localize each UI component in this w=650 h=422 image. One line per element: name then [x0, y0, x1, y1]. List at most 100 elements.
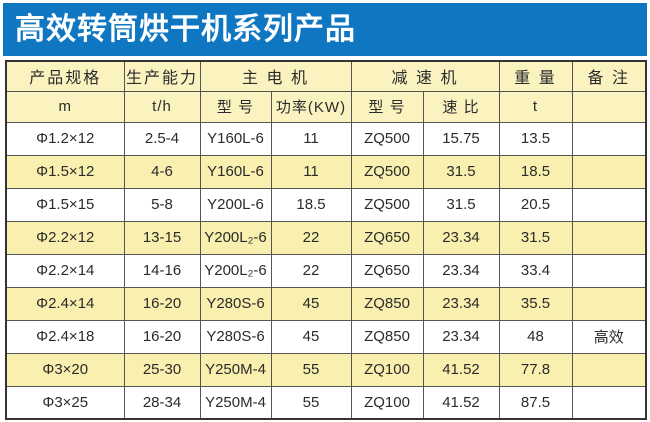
- cell-power: 55: [270, 385, 352, 420]
- cell-motor-model: Y250M-4: [199, 352, 272, 387]
- cell-ratio: 41.52: [422, 385, 500, 420]
- cell-weight: 33.4: [498, 253, 573, 288]
- cell-ratio: 23.34: [422, 220, 500, 255]
- cell-remark: [571, 220, 647, 255]
- subheader-weight-unit: t: [498, 90, 573, 123]
- cell-spec: Φ1.5×15: [5, 187, 125, 222]
- subheader-motor-model: 型 号: [199, 90, 272, 123]
- cell-motor-model: Y160L-6: [199, 154, 272, 189]
- cell-reducer-model: ZQ100: [350, 352, 424, 387]
- cell-capacity: 13-15: [123, 220, 201, 255]
- header-weight: 重 量: [498, 60, 573, 92]
- cell-capacity: 16-20: [123, 319, 201, 354]
- cell-remark: [571, 286, 647, 321]
- cell-power: 22: [270, 253, 352, 288]
- cell-spec: Φ2.2×14: [5, 253, 125, 288]
- cell-weight: 20.5: [498, 187, 573, 222]
- cell-spec: Φ1.5×12: [5, 154, 125, 189]
- cell-motor-model: Y250M-4: [199, 385, 272, 420]
- cell-motor-model: Y200L₂-6: [199, 220, 272, 255]
- subheader-spec-unit: m: [5, 90, 125, 123]
- cell-reducer-model: ZQ100: [350, 385, 424, 420]
- cell-weight: 77.8: [498, 352, 573, 387]
- cell-power: 22: [270, 220, 352, 255]
- cell-remark: [571, 154, 647, 189]
- cell-reducer-model: ZQ650: [350, 220, 424, 255]
- cell-reducer-model: ZQ850: [350, 286, 424, 321]
- cell-remark: [571, 187, 647, 222]
- cell-ratio: 41.52: [422, 352, 500, 387]
- cell-remark: 高效: [571, 319, 647, 354]
- cell-ratio: 23.34: [422, 319, 500, 354]
- table-row: Φ3×20 25-30 Y250M-4 55 ZQ100 41.52 77.8: [5, 352, 647, 387]
- table-row: Φ1.5×15 5-8 Y200L-6 18.5 ZQ500 31.5 20.5: [5, 187, 647, 222]
- cell-weight: 13.5: [498, 121, 573, 156]
- cell-motor-model: Y280S-6: [199, 286, 272, 321]
- cell-weight: 35.5: [498, 286, 573, 321]
- cell-reducer-model: ZQ500: [350, 187, 424, 222]
- cell-motor-model: Y200L₂-6: [199, 253, 272, 288]
- product-spec-table: 产品规格 生产能力 主 电 机 减 速 机 重 量 备 注 m t/h 型 号 …: [5, 60, 647, 420]
- cell-spec: Φ2.4×18: [5, 319, 125, 354]
- cell-weight: 18.5: [498, 154, 573, 189]
- cell-capacity: 25-30: [123, 352, 201, 387]
- cell-spec: Φ3×20: [5, 352, 125, 387]
- cell-reducer-model: ZQ500: [350, 154, 424, 189]
- cell-ratio: 15.75: [422, 121, 500, 156]
- cell-power: 18.5: [270, 187, 352, 222]
- table-row: Φ1.5×12 4-6 Y160L-6 11 ZQ500 31.5 18.5: [5, 154, 647, 189]
- subheader-motor-power: 功率(KW): [270, 90, 352, 123]
- cell-ratio: 31.5: [422, 187, 500, 222]
- table-row: Φ2.4×18 16-20 Y280S-6 45 ZQ850 23.34 48 …: [5, 319, 647, 354]
- cell-motor-model: Y280S-6: [199, 319, 272, 354]
- table-row: Φ2.2×14 14-16 Y200L₂-6 22 ZQ650 23.34 33…: [5, 253, 647, 288]
- cell-ratio: 23.34: [422, 286, 500, 321]
- cell-capacity: 28-34: [123, 385, 201, 420]
- cell-power: 55: [270, 352, 352, 387]
- cell-remark: [571, 253, 647, 288]
- cell-capacity: 14-16: [123, 253, 201, 288]
- cell-remark: [571, 352, 647, 387]
- header-reducer: 减 速 机: [350, 60, 500, 92]
- cell-power: 11: [270, 154, 352, 189]
- table-row: Φ1.2×12 2.5-4 Y160L-6 11 ZQ500 15.75 13.…: [5, 121, 647, 156]
- cell-power: 11: [270, 121, 352, 156]
- cell-spec: Φ2.4×14: [5, 286, 125, 321]
- table-row: Φ2.2×12 13-15 Y200L₂-6 22 ZQ650 23.34 31…: [5, 220, 647, 255]
- subheader-capacity-unit: t/h: [123, 90, 201, 123]
- subheader-reducer-model: 型 号: [350, 90, 424, 123]
- header-main-motor: 主 电 机: [199, 60, 352, 92]
- cell-weight: 87.5: [498, 385, 573, 420]
- cell-ratio: 23.34: [422, 253, 500, 288]
- cell-capacity: 2.5-4: [123, 121, 201, 156]
- cell-motor-model: Y160L-6: [199, 121, 272, 156]
- page-title: 高效转筒烘干机系列产品: [15, 12, 356, 46]
- table-header-sub-row: m t/h 型 号 功率(KW) 型 号 速 比 t: [5, 90, 647, 123]
- table-row: Φ3×25 28-34 Y250M-4 55 ZQ100 41.52 87.5: [5, 385, 647, 420]
- cell-power: 45: [270, 319, 352, 354]
- header-product-spec: 产品规格: [5, 60, 125, 92]
- cell-spec: Φ2.2×12: [5, 220, 125, 255]
- cell-reducer-model: ZQ650: [350, 253, 424, 288]
- cell-power: 45: [270, 286, 352, 321]
- subheader-speed-ratio: 速 比: [422, 90, 500, 123]
- cell-capacity: 5-8: [123, 187, 201, 222]
- cell-reducer-model: ZQ850: [350, 319, 424, 354]
- cell-spec: Φ1.2×12: [5, 121, 125, 156]
- cell-reducer-model: ZQ500: [350, 121, 424, 156]
- table-header-group-row: 产品规格 生产能力 主 电 机 减 速 机 重 量 备 注: [5, 60, 647, 92]
- cell-weight: 31.5: [498, 220, 573, 255]
- header-capacity: 生产能力: [123, 60, 201, 92]
- cell-motor-model: Y200L-6: [199, 187, 272, 222]
- cell-capacity: 4-6: [123, 154, 201, 189]
- cell-remark: [571, 121, 647, 156]
- cell-ratio: 31.5: [422, 154, 500, 189]
- title-bar: 高效转筒烘干机系列产品: [3, 3, 647, 56]
- cell-spec: Φ3×25: [5, 385, 125, 420]
- table-row: Φ2.4×14 16-20 Y280S-6 45 ZQ850 23.34 35.…: [5, 286, 647, 321]
- subheader-remark: [571, 90, 647, 123]
- cell-weight: 48: [498, 319, 573, 354]
- cell-remark: [571, 385, 647, 420]
- header-remark: 备 注: [571, 60, 647, 92]
